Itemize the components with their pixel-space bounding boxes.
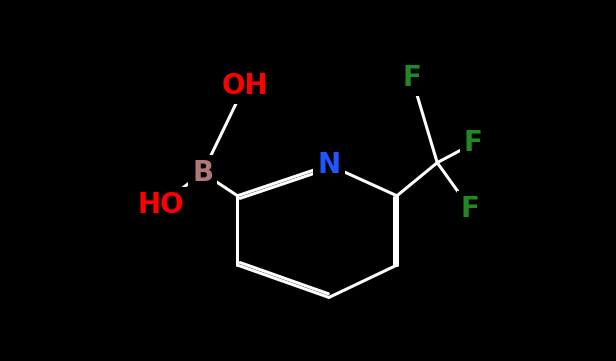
- Text: HO: HO: [137, 191, 184, 219]
- Text: F: F: [402, 64, 421, 92]
- Text: F: F: [464, 130, 483, 157]
- Text: N: N: [317, 151, 341, 179]
- Text: F: F: [461, 195, 480, 223]
- Text: B: B: [192, 159, 213, 187]
- Text: OH: OH: [221, 72, 268, 100]
